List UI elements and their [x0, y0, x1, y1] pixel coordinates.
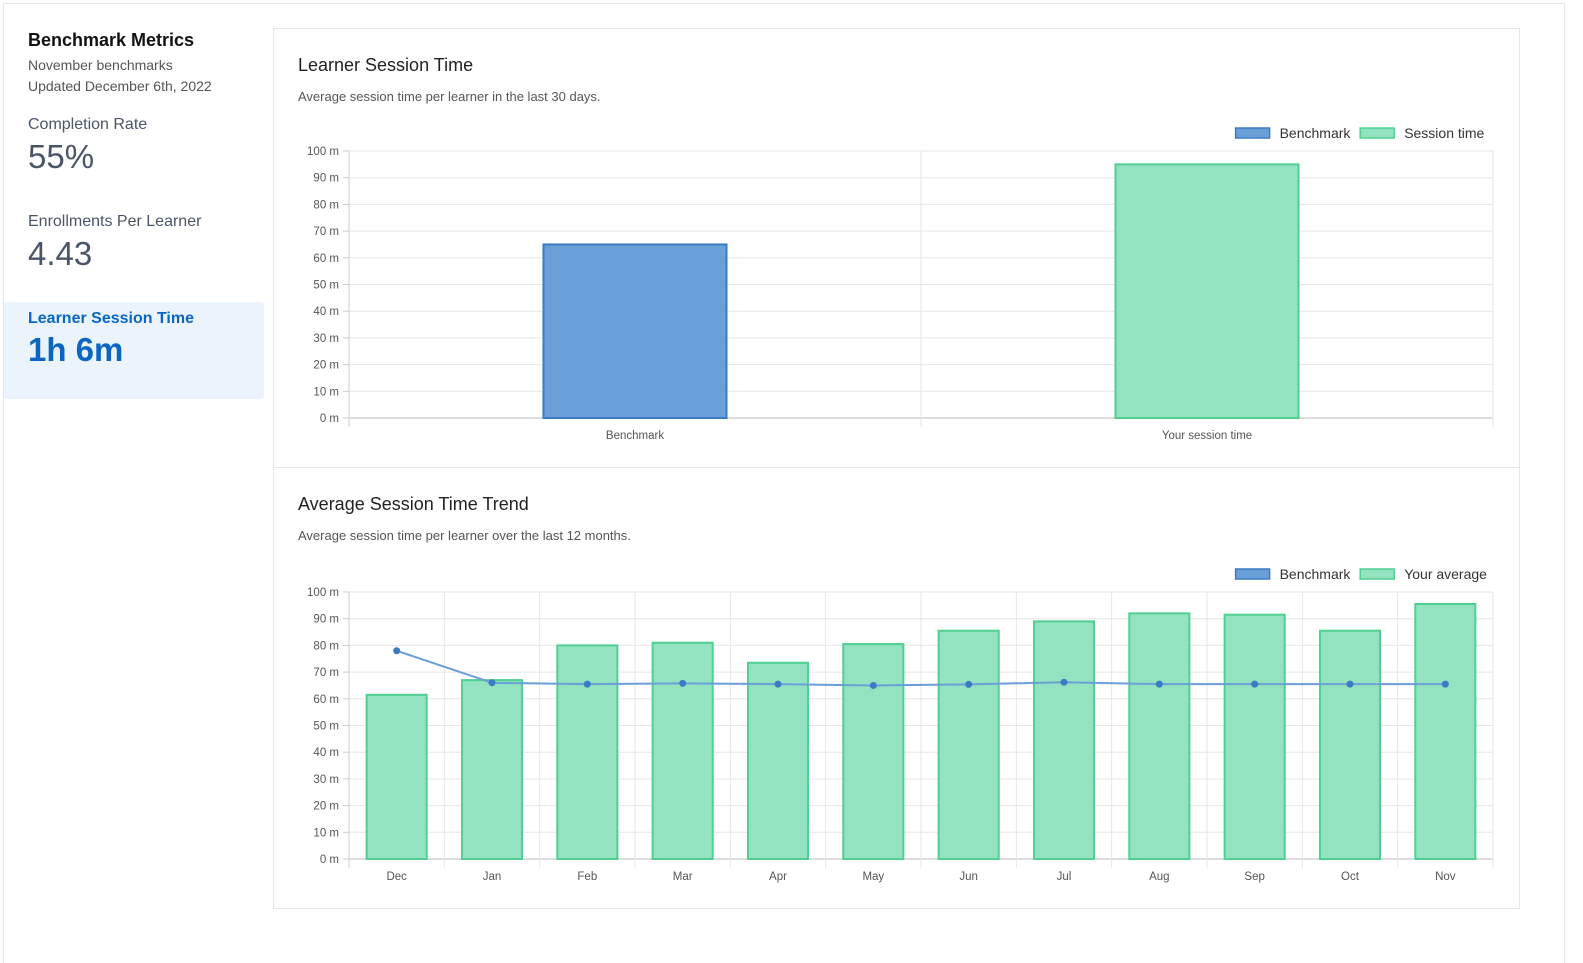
bar	[556, 644, 619, 860]
bar	[1032, 620, 1096, 860]
data-point	[1155, 680, 1163, 688]
data-point	[679, 679, 687, 687]
x-tick-label: Sep	[1244, 871, 1264, 883]
metric-label: Enrollments Per Learner	[28, 213, 202, 230]
sidebar-subtitle: November benchmarks	[28, 57, 173, 73]
bar	[1414, 603, 1477, 860]
data-point	[583, 680, 591, 688]
y-tick-label: 70 m	[313, 226, 339, 238]
session-trend-chart: 0 m 10 m 20 m 30 m 40 m 50 m 60 m 70 m 80 m 90 m 1…	[307, 566, 1494, 883]
y-tick-label: 80 m	[313, 640, 339, 652]
chart-subtitle: Average session time per learner in the …	[298, 89, 601, 104]
metric-learner-session-time[interactable]: Learner Session Time 1h 6m	[4, 302, 264, 399]
bar	[651, 641, 714, 860]
sidebar: Benchmark Metrics November benchmarks Up…	[0, 0, 264, 935]
session-time-card: Learner Session Time Average session tim…	[273, 28, 1520, 468]
data-point	[869, 681, 877, 689]
y-tick-label: 50 m	[313, 721, 339, 733]
data-point	[965, 680, 973, 688]
y-tick-label: 50 m	[313, 280, 339, 292]
x-tick-label: Mar	[673, 871, 693, 883]
data-point	[1346, 680, 1354, 688]
legend-label: Session time	[1404, 125, 1484, 141]
legend-swatch	[1234, 127, 1271, 139]
bar	[746, 661, 810, 860]
bar	[842, 643, 905, 860]
x-tick-label: Apr	[769, 871, 787, 883]
y-tick-label: 40 m	[313, 747, 339, 759]
y-tick-label: 100 m	[307, 146, 339, 158]
x-tick-label: Benchmark	[606, 430, 664, 442]
y-tick-label: 90 m	[313, 173, 339, 185]
y-tick-label: 70 m	[313, 667, 339, 679]
metric-label: Completion Rate	[28, 116, 148, 133]
data-point	[1441, 680, 1449, 688]
y-tick-label: 0 m	[320, 854, 339, 866]
x-tick-label: Jun	[959, 871, 978, 883]
y-tick-label: 30 m	[313, 333, 339, 345]
data-point	[1060, 678, 1068, 686]
bar	[1223, 613, 1286, 860]
legend-swatch	[1234, 568, 1271, 580]
data-point	[1251, 680, 1259, 688]
sidebar-title: Benchmark Metrics	[28, 30, 195, 50]
y-tick-label: 80 m	[313, 199, 339, 211]
bar	[542, 243, 728, 419]
legend-label: Benchmark	[1280, 566, 1352, 582]
x-tick-label: Nov	[1435, 871, 1456, 883]
y-tick-label: 0 m	[320, 413, 339, 425]
y-tick-label: 60 m	[313, 694, 339, 706]
y-tick-label: 10 m	[313, 386, 339, 398]
bar	[460, 679, 524, 860]
data-point	[393, 647, 401, 655]
data-point	[774, 680, 782, 688]
y-tick-label: 30 m	[313, 774, 339, 786]
x-tick-label: Dec	[386, 871, 407, 883]
legend-label: Benchmark	[1280, 125, 1352, 141]
metric-value: 4.43	[28, 235, 93, 272]
bar	[937, 629, 1000, 860]
y-tick-label: 10 m	[313, 827, 339, 839]
x-tick-label: Feb	[577, 871, 597, 883]
legend-label: Your average	[1404, 566, 1487, 582]
chart-title: Learner Session Time	[298, 55, 474, 75]
x-tick-label: Jan	[483, 871, 502, 883]
bar	[1114, 163, 1300, 419]
data-point	[488, 679, 496, 687]
bar	[1128, 612, 1191, 860]
metric-value: 1h 6m	[28, 331, 124, 368]
bar	[365, 693, 428, 860]
y-tick-label: 40 m	[313, 306, 339, 318]
page-frame	[3, 3, 1565, 963]
x-tick-label: Aug	[1149, 871, 1169, 883]
metric-enrollments-per-learner[interactable]: Enrollments Per Learner 4.43	[4, 205, 264, 291]
session-trend-card: Average Session Time Trend Average sessi…	[273, 467, 1520, 909]
bar	[1318, 629, 1382, 860]
legend-swatch	[1359, 568, 1395, 580]
x-tick-label: Oct	[1341, 871, 1360, 883]
benchmark-line	[396, 649, 1446, 687]
y-tick-label: 20 m	[313, 360, 339, 372]
x-tick-label: Jul	[1057, 871, 1072, 883]
metric-value: 55%	[28, 138, 95, 175]
x-tick-label: Your session time	[1162, 430, 1252, 442]
chart-title: Average Session Time Trend	[298, 494, 529, 514]
y-tick-label: 20 m	[313, 801, 339, 813]
y-tick-label: 60 m	[313, 253, 339, 265]
session-time-chart: 0 m 10 m 20 m 30 m 40 m 50 m 60 m 70 m 80 m 90 m 1…	[307, 125, 1494, 442]
sidebar-updated-date: Updated December 6th, 2022	[28, 78, 212, 94]
legend-swatch	[1359, 127, 1395, 139]
y-tick-label: 90 m	[313, 614, 339, 626]
chart-subtitle: Average session time per learner over th…	[298, 528, 631, 543]
y-tick-label: 100 m	[307, 587, 339, 599]
metric-label: Learner Session Time	[28, 310, 194, 327]
x-tick-label: May	[862, 871, 884, 883]
metric-completion-rate[interactable]: Completion Rate 55%	[4, 108, 264, 194]
